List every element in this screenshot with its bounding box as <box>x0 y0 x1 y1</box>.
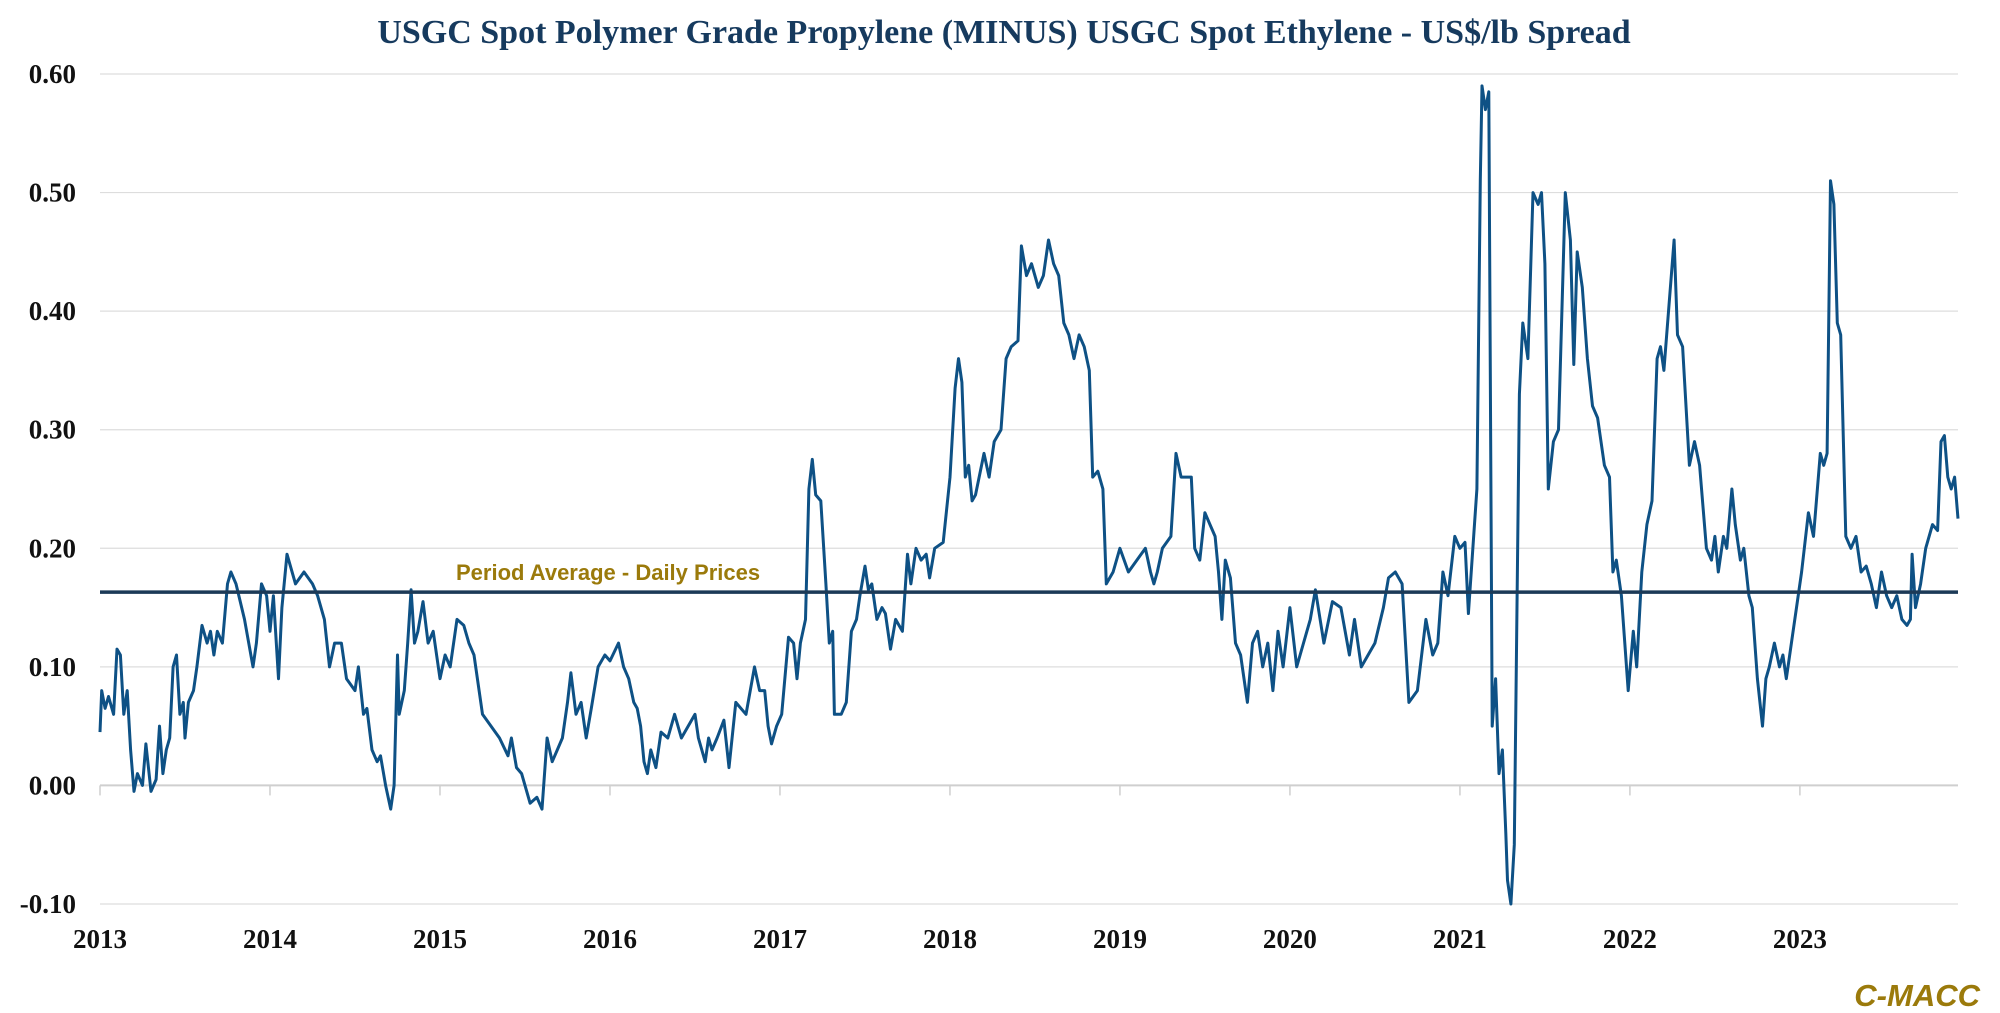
x-tick-label: 2013 <box>73 924 127 954</box>
brand-logo: C-MACC <box>1854 978 1980 1013</box>
x-tick-label: 2016 <box>583 924 637 954</box>
series-line <box>98 84 1960 906</box>
chart-title: USGC Spot Polymer Grade Propylene (MINUS… <box>377 14 1630 51</box>
x-tick-label: 2015 <box>413 924 467 954</box>
x-tick-label: 2022 <box>1603 924 1657 954</box>
y-tick-label: 0.40 <box>29 296 76 326</box>
y-tick-label: -0.10 <box>20 889 76 919</box>
x-tick-label: 2019 <box>1093 924 1147 954</box>
x-tick-label: 2018 <box>923 924 977 954</box>
x-tick-label: 2014 <box>243 924 297 954</box>
y-tick-label: 0.20 <box>29 533 76 563</box>
x-tick-label: 2023 <box>1773 924 1827 954</box>
gridlines <box>100 73 1958 905</box>
x-tick-label: 2021 <box>1433 924 1487 954</box>
y-tick-label: 0.60 <box>29 59 76 89</box>
x-axis: 2013 2014 2015 2016 2017 2018 2019 2020 2021 2022… <box>73 785 1827 954</box>
average-label: Period Average - Daily Prices <box>456 560 760 585</box>
x-tick-label: 2017 <box>753 924 807 954</box>
y-tick-label: 0.10 <box>29 652 76 682</box>
x-tick-label: 2020 <box>1263 924 1317 954</box>
y-axis: 0.60 0.50 0.40 0.30 0.20 0.10 0.00 -0.10 <box>20 59 76 919</box>
y-tick-label: 0.50 <box>29 178 76 208</box>
y-tick-label: 0.00 <box>29 770 76 800</box>
y-tick-label: 0.30 <box>29 415 76 445</box>
